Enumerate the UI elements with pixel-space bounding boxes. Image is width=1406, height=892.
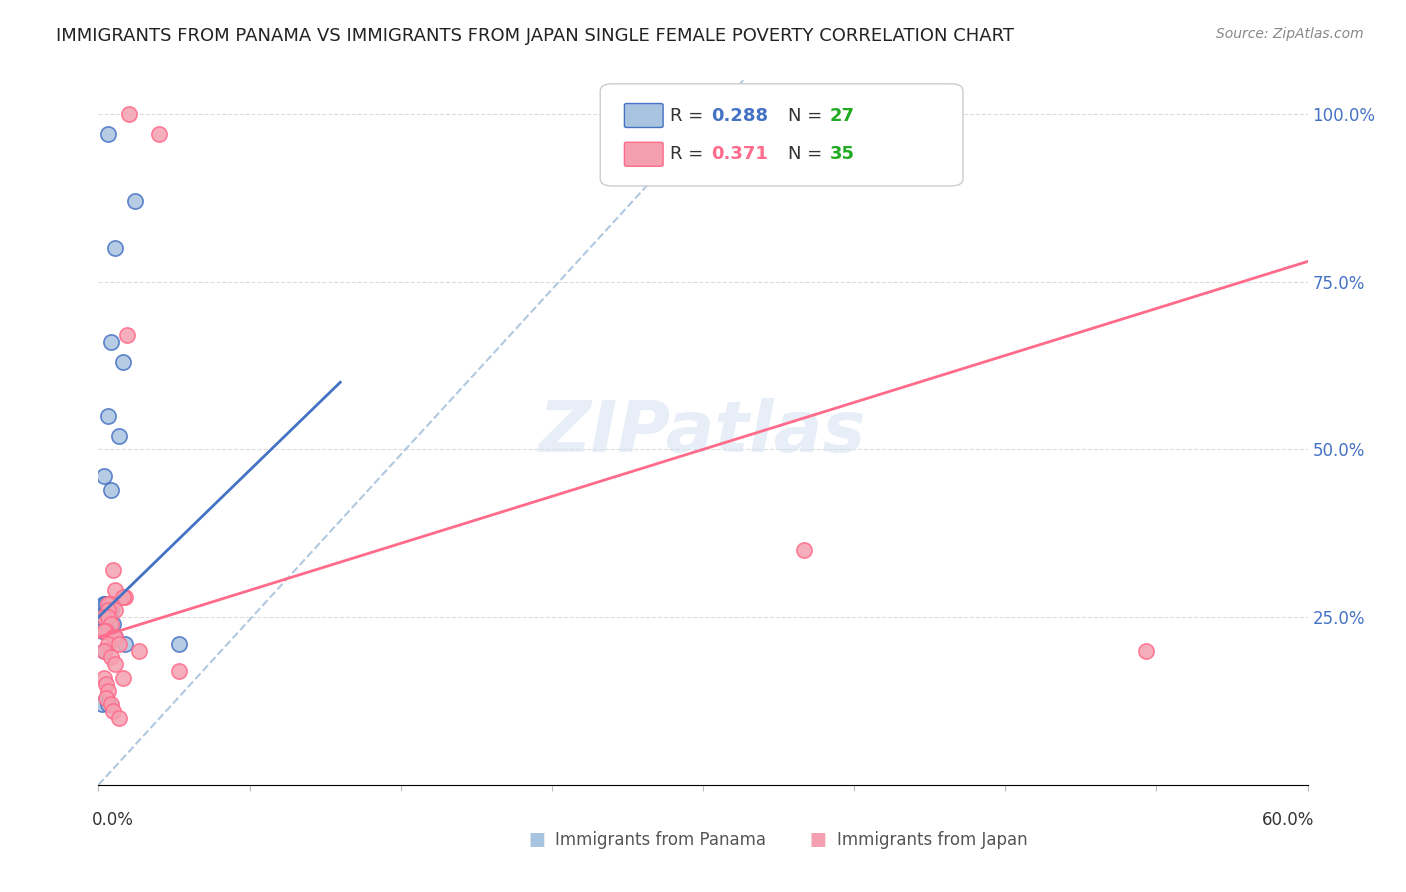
Point — [96, 677, 118, 691]
Point — [96, 690, 118, 705]
Point — [91, 610, 114, 624]
Point — [100, 650, 122, 665]
Point — [97, 698, 120, 712]
Text: N =: N = — [787, 145, 828, 163]
Point — [103, 657, 125, 672]
Point — [93, 469, 115, 483]
Point — [114, 590, 136, 604]
Point — [97, 610, 120, 624]
Text: 0.288: 0.288 — [711, 106, 769, 125]
Text: ▪: ▪ — [527, 823, 546, 852]
Point — [103, 603, 125, 617]
Text: ZIPatlas: ZIPatlas — [540, 398, 866, 467]
Text: 0.371: 0.371 — [711, 145, 768, 163]
Point — [103, 241, 125, 255]
Point — [107, 637, 129, 651]
Point — [97, 603, 120, 617]
Text: 60.0%: 60.0% — [1263, 811, 1315, 829]
Point — [100, 698, 122, 712]
Point — [100, 334, 122, 349]
Point — [93, 597, 115, 611]
Point — [1135, 644, 1157, 658]
Point — [111, 671, 134, 685]
Point — [93, 610, 115, 624]
Point — [103, 630, 125, 644]
Text: R =: R = — [671, 145, 710, 163]
Point — [93, 644, 115, 658]
Point — [91, 698, 114, 712]
Text: N =: N = — [787, 106, 828, 125]
Point — [97, 603, 120, 617]
Point — [107, 429, 129, 443]
Point — [167, 637, 190, 651]
FancyBboxPatch shape — [624, 103, 664, 128]
Point — [93, 624, 115, 638]
Point — [793, 543, 815, 558]
Point — [101, 630, 124, 644]
Text: Source: ZipAtlas.com: Source: ZipAtlas.com — [1216, 27, 1364, 41]
Text: Immigrants from Panama: Immigrants from Panama — [555, 830, 766, 848]
Point — [111, 355, 134, 369]
Point — [103, 583, 125, 598]
Point — [124, 194, 146, 208]
Point — [97, 597, 120, 611]
Point — [103, 630, 125, 644]
Point — [101, 616, 124, 631]
Text: 0.0%: 0.0% — [91, 811, 134, 829]
Point — [167, 664, 190, 678]
Point — [97, 127, 120, 141]
Point — [91, 624, 114, 638]
Text: IMMIGRANTS FROM PANAMA VS IMMIGRANTS FROM JAPAN SINGLE FEMALE POVERTY CORRELATIO: IMMIGRANTS FROM PANAMA VS IMMIGRANTS FRO… — [56, 27, 1014, 45]
Point — [96, 624, 118, 638]
Text: ▪: ▪ — [808, 823, 827, 852]
Point — [114, 637, 136, 651]
FancyBboxPatch shape — [624, 143, 664, 166]
Text: Immigrants from Japan: Immigrants from Japan — [837, 830, 1028, 848]
Point — [148, 127, 170, 141]
Point — [107, 711, 129, 725]
Point — [93, 624, 115, 638]
Point — [97, 684, 120, 698]
Point — [118, 107, 141, 121]
FancyBboxPatch shape — [600, 84, 963, 186]
Point — [93, 671, 115, 685]
Point — [115, 328, 138, 343]
Text: 27: 27 — [830, 106, 855, 125]
Text: R =: R = — [671, 106, 710, 125]
Point — [93, 644, 115, 658]
Point — [101, 704, 124, 718]
Point — [101, 563, 124, 577]
Point — [89, 610, 111, 624]
Point — [97, 409, 120, 423]
Point — [128, 644, 150, 658]
Point — [100, 597, 122, 611]
Point — [93, 597, 115, 611]
Point — [111, 590, 134, 604]
Point — [100, 483, 122, 497]
Point — [100, 616, 122, 631]
Text: 35: 35 — [830, 145, 855, 163]
Point — [96, 597, 118, 611]
Point — [97, 610, 120, 624]
Point — [96, 616, 118, 631]
Point — [100, 603, 122, 617]
Point — [97, 637, 120, 651]
